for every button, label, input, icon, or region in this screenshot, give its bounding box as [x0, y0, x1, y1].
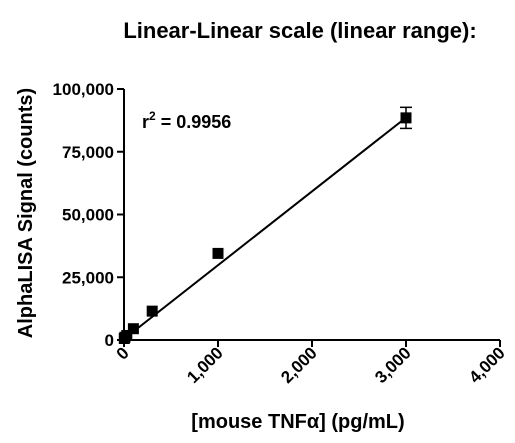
x-ticks: 0 1,000 2,000 3,000 4,000: [113, 340, 509, 387]
x-tick-label: 0: [113, 343, 133, 363]
fit-line-group: [123, 116, 407, 340]
x-tick-label: 2,000: [277, 343, 321, 387]
fit-line: [123, 116, 407, 340]
data-point: [212, 247, 224, 259]
r-squared-annotation: r2 = 0.9956: [142, 109, 231, 132]
data-point: [121, 329, 133, 341]
x-tick-label: 4,000: [465, 343, 509, 387]
x-tick-label: 1,000: [183, 343, 227, 387]
y-ticks: 0 25,000 50,000 75,000 100,000: [53, 80, 124, 350]
y-tick-label: 25,000: [62, 268, 114, 287]
r-symbol: r: [142, 112, 149, 132]
y-tick-label: 75,000: [62, 143, 114, 162]
data-point: [146, 305, 158, 317]
data-points: [118, 106, 412, 344]
y-tick-label: 0: [105, 331, 114, 350]
data-point: [127, 323, 139, 335]
y-tick-label: 50,000: [62, 206, 114, 225]
y-axis-label: AlphaLISA Signal (counts): [15, 88, 37, 338]
y-tick-label: 100,000: [53, 80, 114, 99]
x-axis-label: [mouse TNFα] (pg/mL): [191, 411, 404, 433]
r-squared-value: = 0.9956: [156, 112, 232, 132]
x-tick-label: 3,000: [371, 343, 415, 387]
r-superscript: 2: [149, 109, 156, 123]
data-point: [400, 112, 412, 124]
chart-title: Linear-Linear scale (linear range):: [123, 18, 476, 43]
